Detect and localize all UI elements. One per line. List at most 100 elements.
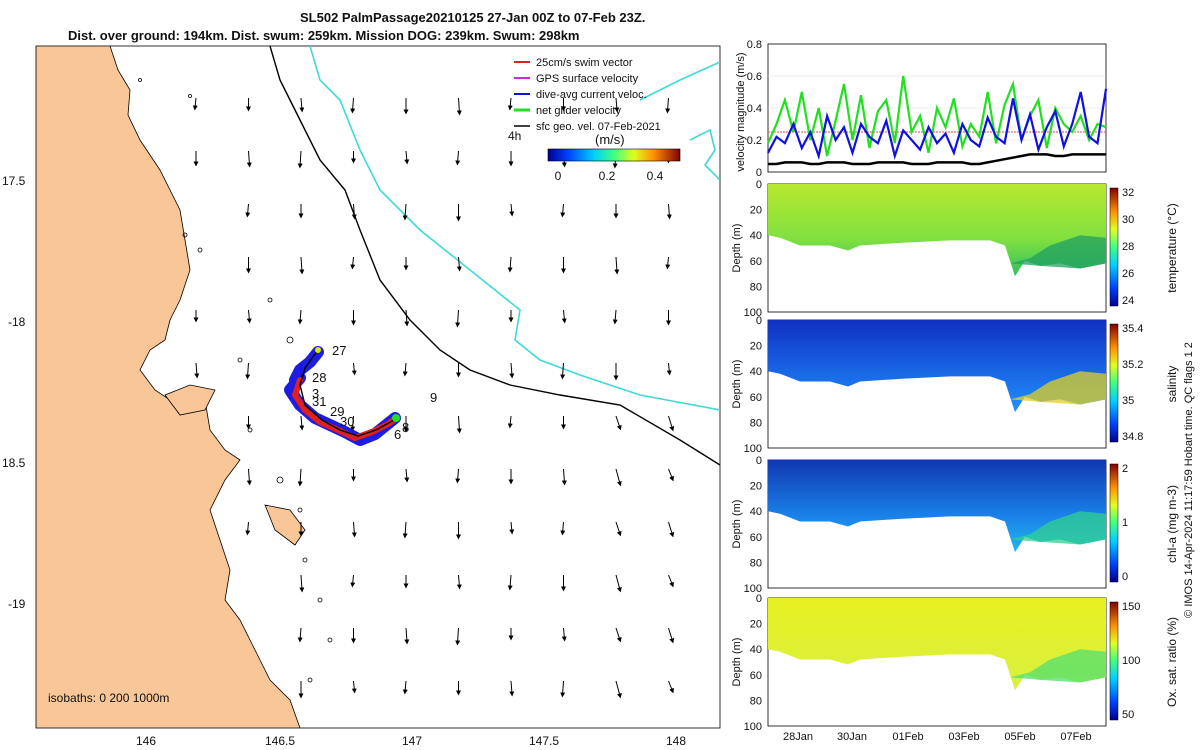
y-tick: 0 — [756, 167, 762, 179]
colorbar-tick: 28 — [1122, 241, 1134, 253]
depth-tick: 0 — [756, 179, 762, 191]
current-vector — [404, 309, 410, 327]
current-vector — [456, 256, 462, 272]
depth-tick: 100 — [744, 721, 762, 733]
depth-tick: 20 — [750, 205, 762, 217]
time-tick: 03Feb — [948, 731, 979, 743]
current-vector — [456, 574, 462, 590]
current-vector — [246, 309, 252, 324]
current-vector — [560, 680, 566, 698]
current-vector — [561, 309, 567, 324]
side-note: © IMOS 14-Apr-2024 11:17:59 Hobart time.… — [1183, 342, 1195, 618]
depth-tick: 80 — [750, 281, 762, 293]
time-tick: 01Feb — [892, 731, 923, 743]
depth-label: Depth (m) — [731, 638, 743, 687]
colorbar-tick: 24 — [1122, 295, 1134, 307]
track-label: 28 — [312, 370, 326, 385]
current-vector — [560, 203, 566, 218]
colorbar-tick: 26 — [1122, 268, 1134, 280]
current-vector — [509, 680, 515, 697]
lon-tick: 147.5 — [529, 734, 559, 748]
colorbar-tick: 150 — [1122, 601, 1140, 613]
y-axis-label: velocity magnitude (m/s) — [735, 52, 747, 171]
track-label: 27 — [332, 343, 346, 358]
net-track-line — [299, 349, 395, 437]
colorbar-tick: 30 — [1122, 214, 1134, 226]
map-legend: 25cm/s swim vector GPS surface velocity … — [508, 57, 681, 183]
section-panel: 0 20 40 60 80 100 Depth (m) 32 30 28 26 24 temperatu… — [731, 179, 1179, 319]
depth-tick: 20 — [750, 341, 762, 353]
track-label: 29 — [330, 404, 344, 419]
velocity-series-line — [766, 75, 1107, 157]
depth-tick: 60 — [750, 532, 762, 544]
current-vector — [509, 362, 515, 379]
section-panel: 0 20 40 60 80 100 Depth (m) 2 1 0 chl-a (mg m-3) — [731, 455, 1179, 595]
current-vector — [299, 256, 305, 275]
section-fill — [768, 184, 1106, 277]
depth-label: Depth (m) — [731, 500, 743, 549]
islands-filled — [164, 384, 306, 546]
current-vector — [615, 627, 622, 643]
depth-tick: 20 — [750, 619, 762, 631]
section-colorbar — [1109, 463, 1119, 583]
current-vector — [351, 680, 357, 694]
current-vector — [456, 415, 462, 434]
current-vector — [507, 574, 513, 591]
colorbar-label: chl-a (mg m-3) — [1165, 485, 1179, 563]
current-vector — [456, 97, 462, 116]
current-vector — [402, 680, 408, 695]
current-vector — [666, 362, 672, 376]
track-label: 9 — [430, 390, 437, 405]
current-vector — [612, 309, 618, 325]
current-vector — [402, 521, 408, 539]
depth-tick: 0 — [756, 315, 762, 327]
colorbar-tick: 0 — [1122, 571, 1128, 583]
lon-tick: 147 — [402, 734, 422, 748]
current-vector — [668, 521, 675, 538]
current-vector — [509, 521, 515, 535]
current-vector — [507, 256, 513, 273]
colorbar-label: temperature (°C) — [1165, 203, 1179, 293]
current-vector — [402, 203, 408, 221]
current-vector — [561, 468, 567, 486]
section-fill — [768, 598, 1106, 691]
depth-tick: 80 — [750, 557, 762, 569]
section-colorbar — [1109, 187, 1119, 307]
current-vector — [668, 680, 674, 694]
chart-title: SL502 PalmPassage20210125 27-Jan 00Z to … — [300, 10, 645, 25]
depth-tick: 100 — [744, 307, 762, 319]
current-vector — [297, 150, 303, 169]
isobath-1000-top — [639, 61, 720, 101]
track-labels: 27 28 3 29 30 31 8 6 9 — [312, 343, 437, 442]
colorbar-tick: 50 — [1122, 709, 1134, 721]
colorbar-tick: 34.8 — [1122, 431, 1143, 443]
current-vector — [509, 203, 515, 217]
current-vector — [668, 468, 674, 482]
current-vector — [299, 415, 305, 431]
depth-tick: 40 — [750, 230, 762, 242]
current-vector — [668, 415, 675, 432]
current-vector — [560, 521, 566, 536]
deep-layer — [1010, 511, 1106, 545]
lat-ticks: 17.5 -18 18.5 -19 — [2, 174, 26, 611]
current-vector — [455, 468, 461, 484]
current-vector — [350, 97, 356, 114]
colorbar-label: (m/s) — [595, 132, 625, 147]
current-vector — [666, 203, 672, 220]
current-vector — [246, 150, 252, 168]
current-vector — [455, 309, 461, 328]
depth-tick: 100 — [744, 443, 762, 455]
deep-layer — [1010, 235, 1106, 269]
depth-tick: 60 — [750, 670, 762, 682]
isobath-1000-hook — [689, 128, 720, 181]
colorbar-tick: 0.4 — [647, 169, 664, 183]
section-panel: 0 20 40 60 80 100 Depth (m) 35.4 35.2 35 34.8 salin… — [731, 315, 1179, 455]
current-vector — [350, 415, 356, 432]
current-vector — [560, 362, 566, 380]
depth-tick: 40 — [750, 644, 762, 656]
legend-4h: 4h — [508, 129, 521, 143]
current-vector — [455, 150, 461, 166]
track-label: 31 — [312, 394, 326, 409]
depth-tick: 60 — [750, 392, 762, 404]
